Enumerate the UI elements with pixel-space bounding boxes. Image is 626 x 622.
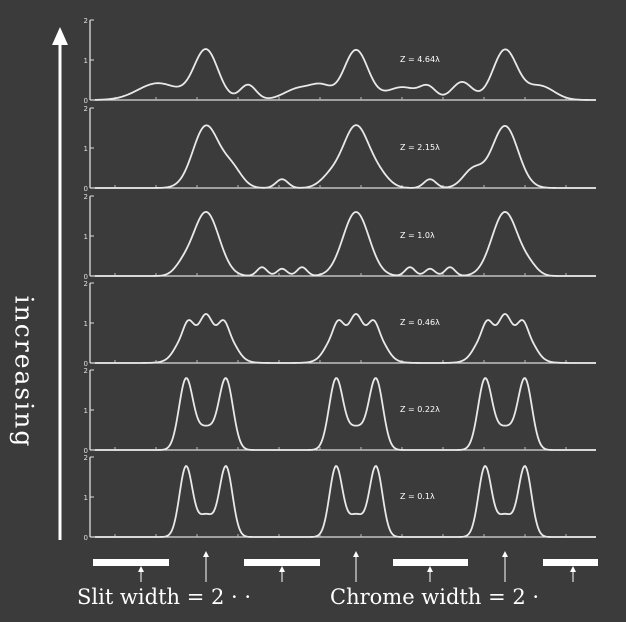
- panel-y-tick-label: 2: [84, 105, 88, 113]
- panel-stack: 2 1 0 Z = 4.64λ 2 1 0 Z = 2.15λ 2 1 0 Z = 1.0λ 2 1 0 Z …: [84, 17, 597, 542]
- intensity-curve: [95, 211, 596, 277]
- panel-y-tick-label: 2: [84, 17, 88, 25]
- chrome-width-caption: Chrome width = 2 ·: [330, 585, 540, 609]
- panel-y-tick-label: 2: [84, 193, 88, 201]
- panel-y-tick-label: 1: [84, 320, 88, 328]
- increasing-label: increasing: [9, 295, 39, 449]
- slit-width-caption: Slit width = 2 · ·: [77, 585, 252, 609]
- panel-y-tick-label: 2: [84, 367, 88, 375]
- panel-y-tick-label: 1: [84, 494, 88, 502]
- panel-6: 2 1 0 Z = 0.1λ: [84, 454, 596, 542]
- panel-z-label: Z = 4.64λ: [400, 55, 440, 64]
- panel-z-label: Z = 0.22λ: [400, 405, 440, 414]
- panel-y-tick-label: 2: [84, 454, 88, 462]
- panel-y-tick-label: 1: [84, 407, 88, 415]
- chrome-bar-3: [393, 559, 468, 566]
- chrome-bar-2: [244, 559, 320, 566]
- chrome-arrowhead-2: [279, 566, 285, 572]
- panel-y-tick-label: 1: [84, 57, 88, 65]
- slit-arrowhead-1: [203, 551, 209, 557]
- panel-z-label: Z = 0.46λ: [400, 318, 440, 327]
- panel-y-tick-label: 0: [84, 273, 88, 281]
- slit-arrowhead-3: [502, 551, 508, 557]
- panel-5: 2 1 0 Z = 0.22λ: [84, 367, 596, 455]
- panel-z-label: Z = 1.0λ: [400, 231, 435, 240]
- intensity-curve: [95, 464, 596, 538]
- panel-y-tick-label: 2: [84, 280, 88, 288]
- increasing-arrow-head: [52, 27, 68, 45]
- panel-y-tick-label: 1: [84, 233, 88, 241]
- mask-pattern: [93, 551, 598, 582]
- intensity-curve: [94, 48, 597, 101]
- intensity-curve: [95, 312, 596, 364]
- chrome-arrowhead-4: [570, 566, 576, 572]
- chrome-arrowhead-1: [138, 566, 144, 572]
- chrome-bar-4: [543, 559, 598, 566]
- chrome-bar-1: [93, 559, 169, 566]
- chrome-arrowhead-3: [427, 566, 433, 572]
- panel-y-tick-label: 0: [84, 97, 88, 105]
- panel-3: 2 1 0 Z = 1.0λ: [84, 193, 596, 281]
- intensity-curve: [95, 377, 596, 451]
- intensity-curve: [95, 124, 596, 189]
- panel-2: 2 1 0 Z = 2.15λ: [84, 105, 596, 193]
- panel-4: 2 1 0 Z = 0.46λ: [84, 280, 596, 368]
- panel-y-tick-label: 0: [84, 447, 88, 455]
- panel-y-tick-label: 0: [84, 185, 88, 193]
- panel-y-tick-label: 0: [84, 360, 88, 368]
- panel-y-tick-label: 1: [84, 145, 88, 153]
- slit-arrowhead-2: [353, 551, 359, 557]
- panel-y-tick-label: 0: [84, 534, 88, 542]
- panel-1: 2 1 0 Z = 4.64λ: [84, 17, 597, 105]
- panel-z-label: Z = 2.15λ: [400, 143, 440, 152]
- panel-z-label: Z = 0.1λ: [400, 492, 435, 501]
